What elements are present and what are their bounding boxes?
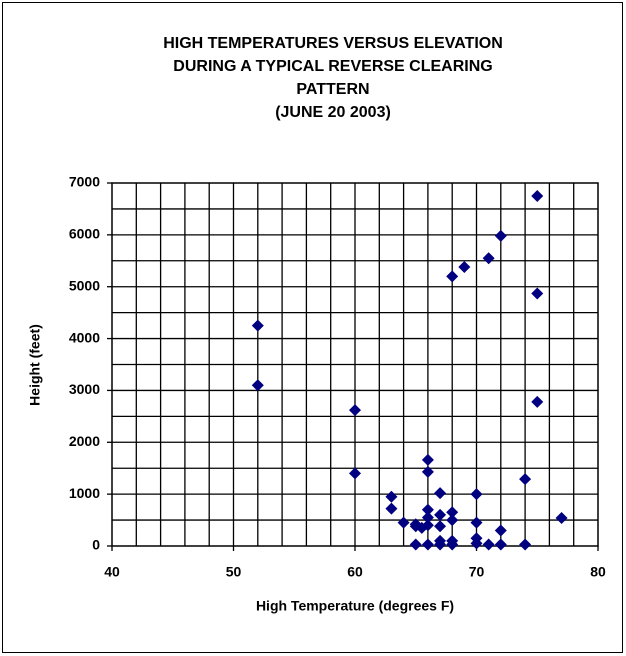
point bbox=[421, 453, 434, 466]
x-tick-label: 40 bbox=[104, 564, 120, 580]
point bbox=[519, 538, 532, 551]
y-tick-label: 0 bbox=[92, 537, 100, 553]
point bbox=[421, 511, 434, 524]
point bbox=[409, 538, 422, 551]
point bbox=[421, 519, 434, 532]
point bbox=[494, 538, 507, 551]
chart-title: (JUNE 20 2003) bbox=[275, 104, 391, 121]
chart-title: HIGH TEMPERATURES VERSUS ELEVATION bbox=[163, 35, 503, 52]
point bbox=[434, 487, 447, 500]
point bbox=[494, 524, 507, 537]
point bbox=[470, 537, 483, 550]
point bbox=[531, 189, 544, 202]
point bbox=[531, 395, 544, 408]
point bbox=[470, 516, 483, 529]
y-tick-label: 2000 bbox=[69, 433, 100, 449]
point bbox=[421, 503, 434, 516]
chart-title: PATTERN bbox=[296, 81, 369, 98]
point bbox=[385, 502, 398, 515]
point bbox=[458, 261, 471, 274]
point bbox=[349, 404, 361, 417]
x-tick-label: 80 bbox=[590, 564, 606, 580]
point bbox=[397, 516, 410, 529]
point bbox=[434, 538, 447, 551]
point bbox=[482, 538, 495, 551]
x-tick-label: 50 bbox=[226, 564, 242, 580]
point bbox=[421, 465, 434, 478]
point bbox=[349, 467, 361, 480]
point bbox=[555, 511, 568, 524]
point bbox=[494, 229, 507, 242]
plot-border bbox=[111, 182, 599, 547]
chart-title: DURING A TYPICAL REVERSE CLEARING bbox=[173, 58, 492, 75]
y-tick-label: 5000 bbox=[69, 277, 100, 293]
point bbox=[446, 514, 459, 527]
point bbox=[531, 287, 544, 300]
point bbox=[434, 508, 447, 521]
point bbox=[251, 319, 264, 332]
point bbox=[470, 488, 483, 501]
point bbox=[482, 252, 495, 265]
y-tick-label: 7000 bbox=[69, 174, 100, 190]
point bbox=[385, 490, 398, 503]
point bbox=[446, 538, 459, 551]
point bbox=[434, 520, 447, 533]
point bbox=[421, 538, 434, 551]
point bbox=[446, 506, 459, 519]
y-tick-label: 6000 bbox=[69, 226, 100, 242]
point bbox=[251, 379, 264, 392]
x-tick-label: 60 bbox=[347, 564, 363, 580]
x-tick-label: 70 bbox=[469, 564, 485, 580]
point bbox=[519, 473, 532, 486]
x-axis-label: High Temperature (degrees F) bbox=[256, 598, 454, 614]
y-axis-label: Height (feet) bbox=[27, 324, 43, 406]
point bbox=[446, 270, 459, 283]
y-tick-label: 4000 bbox=[69, 329, 100, 345]
y-tick-label: 3000 bbox=[69, 381, 100, 397]
y-tick-label: 1000 bbox=[69, 485, 100, 501]
